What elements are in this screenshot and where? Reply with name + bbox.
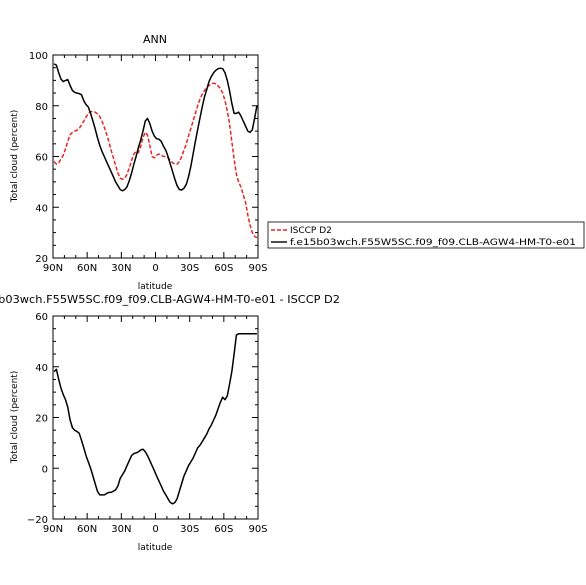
- top-ytick-label: 60: [35, 153, 48, 164]
- top-plot-frame: [52, 54, 259, 259]
- bottom-plot-frame: [52, 315, 259, 520]
- bottom-ytick-label: 0: [42, 464, 48, 475]
- bottom-xtick-label: 60N: [77, 524, 97, 535]
- bottom-ytick-label: 60: [35, 312, 48, 323]
- bottom-panel: f.e15b03wch.F55W5SC.f09_f09.CLB-AGW4-HM-…: [0, 293, 340, 553]
- bottom-series-line-0: [53, 333, 257, 505]
- top-yaxis-label: Total cloud (percent): [10, 110, 20, 204]
- bottom-yaxis-label: Total cloud (percent): [10, 371, 20, 465]
- bottom-xtick-label: 30S: [180, 524, 199, 535]
- legend-label-isccp: ISCCP D2: [290, 226, 332, 236]
- top-ytick-label: 40: [35, 203, 48, 214]
- bottom-xtick-label: 0: [152, 524, 158, 535]
- top-series-line-0: [53, 82, 258, 239]
- top-ytick-label: 80: [35, 102, 48, 113]
- bottom-xtick-label: 60S: [214, 524, 233, 535]
- top-panel-title: ANN: [143, 33, 167, 46]
- top-xtick-label: 90S: [248, 263, 267, 274]
- top-xtick-label: 60N: [77, 263, 97, 274]
- bottom-xtick-label: 90S: [248, 524, 267, 535]
- bottom-xtick-label: 90N: [43, 524, 63, 535]
- top-xaxis-label: latitude: [138, 282, 173, 292]
- bottom-xaxis-label: latitude: [138, 543, 173, 553]
- top-series-line-1: [53, 63, 258, 192]
- top-panel: ANN 90N 60N 30N 0 30S 60S 90S 20 40 60 80 100 latit…: [10, 33, 585, 292]
- top-ytick-label: 20: [35, 254, 48, 265]
- top-xtick-label: 90N: [43, 263, 63, 274]
- top-xtick-label: 60S: [214, 263, 233, 274]
- legend-box: [267, 221, 585, 249]
- top-xtick-label: 30S: [180, 263, 199, 274]
- top-xtick-label: 30N: [111, 263, 131, 274]
- top-ytick-label: 100: [29, 51, 48, 62]
- bottom-panel-title: f.e15b03wch.F55W5SC.f09_f09.CLB-AGW4-HM-…: [0, 293, 340, 306]
- legend-label-model: f.e15b03wch.F55W5SC.f09_f09.CLB-AGW4-HM-…: [290, 238, 576, 248]
- top-xtick-label: 0: [152, 263, 158, 274]
- bottom-xtick-label: 30N: [111, 524, 131, 535]
- legend: ISCCP D2 f.e15b03wch.F55W5SC.f09_f09.CLB…: [267, 221, 585, 249]
- bottom-ytick-label: 40: [35, 363, 48, 374]
- bottom-ytick-label: 20: [35, 414, 48, 425]
- bottom-ytick-label: −20: [27, 515, 48, 526]
